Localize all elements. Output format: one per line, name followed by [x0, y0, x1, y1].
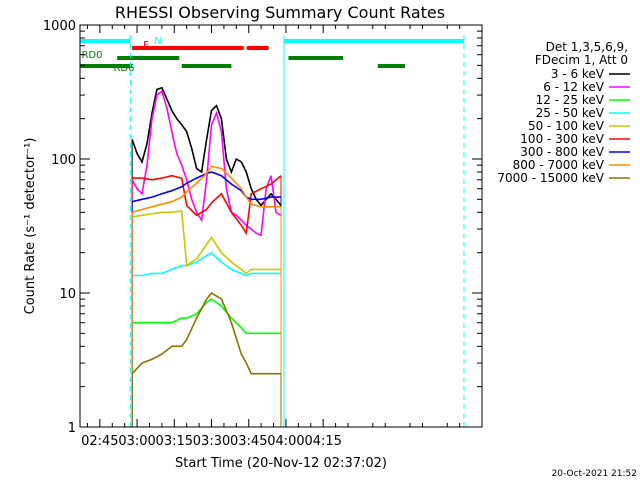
series-line-8 [131, 291, 281, 375]
series-line-7 [131, 165, 281, 214]
x-tick-label: 04:15 [304, 434, 341, 449]
x-tick-label: 02:45 [81, 434, 118, 449]
x-tick-label: 03:30 [193, 434, 230, 449]
legend-entry-label: 6 - 12 keV [543, 80, 605, 94]
flag-bars: NF RD0 RD6 [80, 36, 464, 74]
plot-frame [79, 24, 483, 428]
plot-series [131, 86, 282, 427]
legend-entry-label: 25 - 50 keV [536, 106, 605, 120]
x-tick-label: 03:45 [230, 434, 267, 449]
legend-entry-label: 800 - 7000 keV [513, 158, 605, 172]
legend-entry-label: 3 - 6 keV [551, 67, 605, 81]
series-line-6 [131, 171, 281, 203]
chart-title: RHESSI Observing Summary Count Rates [115, 3, 445, 22]
flag-label-rd0: RD0 [81, 50, 102, 61]
series-line-4 [131, 209, 281, 275]
series-line-5 [132, 174, 282, 236]
x-axis-ticks: 02:45 03:00 03:15 03:30 03:45 04:00 04:15 [81, 25, 461, 449]
x-axis-label: Start Time (20-Nov-12 02:37:02) [175, 456, 387, 471]
x-tick-label: 03:00 [118, 434, 155, 449]
footer-timestamp: 20-Oct-2021 21:52 [552, 469, 637, 479]
x-tick-label: 04:00 [267, 434, 304, 449]
legend-entry-label: 300 - 800 keV [520, 145, 604, 159]
legend-header-line: FDecim 1, Att 0 [535, 53, 628, 67]
series-line-2 [132, 298, 281, 335]
legend-entry-label: 100 - 300 keV [520, 132, 604, 146]
legend: Det 1,3,5,6,9,FDecim 1, Att 03 - 6 keV6 … [497, 40, 630, 185]
flag-label-n: N [154, 36, 161, 47]
legend-entry-label: 12 - 25 keV [536, 93, 605, 107]
flag-label-rd6: RD6 [113, 63, 134, 74]
y-tick-label: 100 [51, 153, 76, 168]
legend-header-line: Det 1,3,5,6,9, [546, 40, 628, 54]
series-line-3 [132, 251, 281, 277]
vertical-markers [129, 35, 465, 427]
legend-entry-label: 50 - 100 keV [528, 119, 605, 133]
x-tick-label: 03:15 [156, 434, 193, 449]
flag-label-f: F [143, 40, 149, 51]
y-tick-label: 1000 [43, 19, 76, 34]
y-tick-label: 1 [68, 421, 76, 436]
series-line-1 [131, 89, 282, 237]
legend-entry-label: 7000 - 15000 keV [497, 171, 604, 185]
y-tick-label: 10 [59, 287, 76, 302]
y-axis-ticks: 1 10 100 1000 [43, 19, 482, 436]
y-axis-label: Count Rate (s⁻¹ detector⁻¹) [23, 138, 38, 315]
